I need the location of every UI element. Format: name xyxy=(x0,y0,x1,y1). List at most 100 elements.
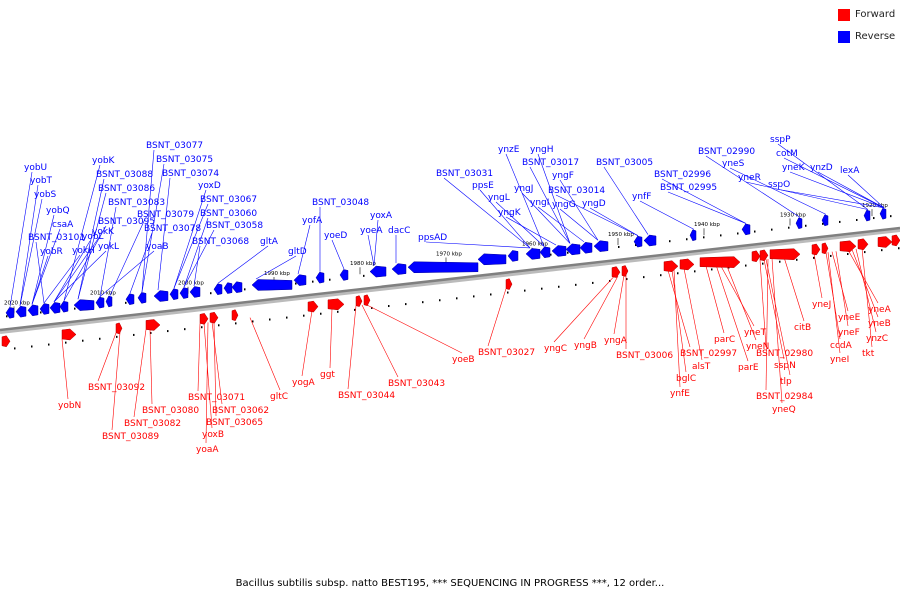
forward-leader-line xyxy=(763,259,785,360)
reverse-gene-label: BSNT_03074 xyxy=(162,169,219,179)
reverse-leader-line xyxy=(19,184,39,306)
reverse-gene-label: BSNT_02990 xyxy=(698,147,755,157)
reverse-leader-line xyxy=(53,235,101,303)
forward-gene-label: yngA xyxy=(604,336,628,346)
tick-mark xyxy=(48,343,50,346)
reverse-leader-line xyxy=(505,153,545,247)
reverse-gene-label: lexA xyxy=(840,166,860,176)
tick-mark xyxy=(626,278,628,281)
reverse-gene-label: yoaB xyxy=(146,242,169,252)
reverse-gene-label: yobT xyxy=(30,176,53,186)
forward-gene-arrow xyxy=(231,309,239,322)
forward-leader-line xyxy=(667,270,691,348)
forward-gene-label: yogA xyxy=(292,378,316,388)
reverse-leader-line xyxy=(141,149,155,292)
forward-leader-line xyxy=(211,321,223,405)
tick-mark xyxy=(660,274,662,277)
reverse-leader-line xyxy=(63,164,101,301)
reverse-gene-label: sspO xyxy=(768,180,790,190)
reverse-leader-line xyxy=(443,177,531,249)
reverse-leader-line xyxy=(63,225,107,301)
forward-gene-label: parC xyxy=(714,335,735,345)
forward-leader-line xyxy=(347,305,357,390)
tick-mark xyxy=(167,330,169,333)
forward-gene-label: BSNT_03062 xyxy=(212,406,269,416)
reverse-gene-arrow xyxy=(213,283,223,296)
reverse-gene-label: ynzD xyxy=(810,163,833,173)
forward-gene-label: yneJ xyxy=(812,300,831,310)
reverse-gene-arrow xyxy=(153,290,169,302)
forward-gene-arrow xyxy=(355,295,363,307)
reverse-gene-label: BSNT_03031 xyxy=(436,169,493,179)
forward-gene-label: yneQ xyxy=(772,405,796,415)
forward-leader-line xyxy=(249,317,281,391)
reverse-gene-arrow xyxy=(39,303,50,315)
reverse-gene-label: yobK xyxy=(92,156,116,166)
tick-mark xyxy=(779,260,781,263)
tick-mark xyxy=(473,295,475,298)
reverse-gene-label: BSNT_03088 xyxy=(96,170,153,180)
reverse-leader-line xyxy=(537,206,585,243)
tick-mark xyxy=(575,283,577,286)
tick-mark xyxy=(805,224,807,227)
tick-mark xyxy=(210,292,212,295)
forward-gene-label: bglC xyxy=(676,374,696,384)
forward-gene-label: tlp xyxy=(780,377,792,387)
forward-leader-line xyxy=(783,257,805,322)
reverse-gene-label: BSNT_03067 xyxy=(200,195,257,205)
tick-mark xyxy=(82,339,84,342)
reverse-leader-line xyxy=(639,200,695,230)
reverse-leader-line xyxy=(537,153,571,244)
forward-leader-line xyxy=(673,269,681,388)
scale-label: 1950 kbp xyxy=(608,232,634,238)
reverse-gene-label: yneK xyxy=(782,163,806,173)
reverse-gene-arrow xyxy=(539,246,551,259)
forward-leader-line xyxy=(133,329,147,418)
forward-gene-label: BSNT_03043 xyxy=(388,379,445,389)
reverse-gene-label: BSNT_03083 xyxy=(108,198,165,208)
reverse-gene-label: yngG xyxy=(552,200,576,210)
tick-mark xyxy=(371,306,373,309)
reverse-gene-arrow xyxy=(59,300,69,313)
forward-gene-arrow xyxy=(759,249,769,262)
reverse-gene-label: ynfF xyxy=(632,192,651,202)
forward-gene-label: BSNT_03065 xyxy=(206,418,263,428)
tick-mark xyxy=(873,217,875,220)
reverse-gene-arrow xyxy=(593,240,609,252)
reverse-gene-label: ppsAD xyxy=(418,233,447,243)
forward-gene-arrow xyxy=(821,242,829,255)
forward-gene-label: gltC xyxy=(270,392,288,402)
tick-mark xyxy=(31,345,33,348)
tick-mark xyxy=(235,322,237,325)
reverse-gene-arrow xyxy=(689,229,697,242)
reverse-gene-arrow xyxy=(251,279,293,291)
tick-mark xyxy=(337,310,339,313)
tick-mark xyxy=(550,253,552,256)
tick-mark xyxy=(422,301,424,304)
forward-leader-line xyxy=(361,304,399,378)
tick-mark xyxy=(354,308,356,311)
reverse-leader-line xyxy=(847,174,885,209)
reverse-leader-line xyxy=(183,229,215,288)
reverse-gene-arrow xyxy=(73,299,95,311)
reverse-gene-label: yngI xyxy=(530,198,549,208)
reverse-gene-label: yneS xyxy=(722,159,745,169)
reverse-leader-line xyxy=(495,201,545,247)
forward-gene-label: BSNT_03044 xyxy=(338,391,395,401)
reverse-gene-arrow xyxy=(477,253,507,266)
reverse-leader-line xyxy=(505,216,557,246)
forward-leader-line xyxy=(203,322,213,429)
reverse-gene-arrow xyxy=(27,304,39,317)
reverse-gene-label: BSNT_03048 xyxy=(312,198,369,208)
tick-mark xyxy=(456,297,458,300)
forward-gene-label: yneE xyxy=(838,313,861,323)
reverse-leader-line xyxy=(255,255,297,280)
forward-leader-line xyxy=(329,308,333,369)
reverse-leader-line xyxy=(129,232,153,294)
reverse-leader-line xyxy=(745,181,869,210)
forward-leader-line xyxy=(111,332,121,431)
reverse-leader-line xyxy=(109,218,146,296)
forward-gene-label: yngB xyxy=(574,341,597,351)
forward-leader-line xyxy=(861,248,873,348)
